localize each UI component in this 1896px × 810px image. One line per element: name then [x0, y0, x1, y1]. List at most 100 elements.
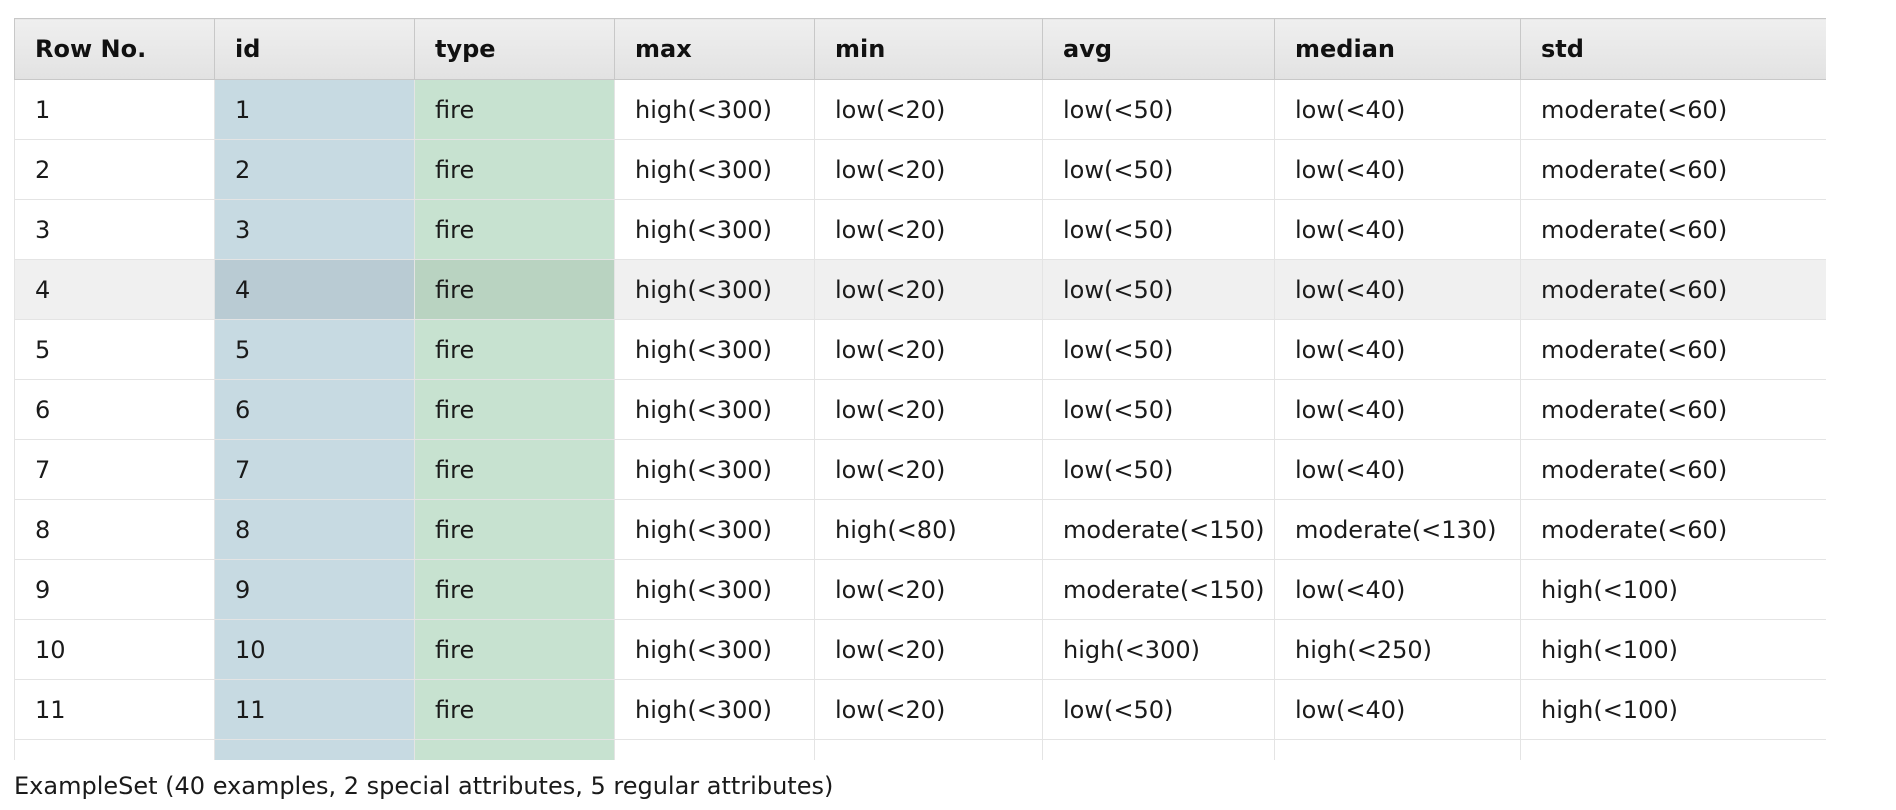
data-table-viewport[interactable]: Row No. id type max min avg median std 1…: [14, 18, 1826, 760]
cell-min[interactable]: low(<20): [814, 259, 1043, 320]
cell-std[interactable]: moderate(<60): [1520, 199, 1826, 260]
cell-max[interactable]: high(<300): [614, 79, 815, 140]
cell-std[interactable]: [1520, 739, 1826, 760]
cell-std[interactable]: moderate(<60): [1520, 379, 1826, 440]
cell-avg[interactable]: high(<300): [1042, 619, 1275, 680]
cell-id[interactable]: 1: [214, 79, 415, 140]
cell-std[interactable]: moderate(<60): [1520, 319, 1826, 380]
cell-max[interactable]: high(<300): [614, 679, 815, 740]
cell-std[interactable]: high(<100): [1520, 559, 1826, 620]
cell-median[interactable]: moderate(<130): [1274, 499, 1521, 560]
cell-min[interactable]: low(<20): [814, 559, 1043, 620]
cell-min[interactable]: low(<20): [814, 139, 1043, 200]
cell-min[interactable]: [814, 739, 1043, 760]
column-header-min[interactable]: min: [814, 18, 1043, 80]
cell-min[interactable]: low(<20): [814, 199, 1043, 260]
cell-type[interactable]: fire: [414, 679, 615, 740]
cell-max[interactable]: high(<300): [614, 439, 815, 500]
cell-row-no[interactable]: 7: [14, 439, 215, 500]
cell-avg[interactable]: moderate(<150): [1042, 559, 1275, 620]
column-header-id[interactable]: id: [214, 18, 415, 80]
cell-avg[interactable]: low(<50): [1042, 259, 1275, 320]
cell-median[interactable]: low(<40): [1274, 679, 1521, 740]
table-row[interactable]: 1 1 fire high(<300) low(<20) low(<50) low(<40)…: [14, 79, 1826, 140]
cell-max[interactable]: high(<300): [614, 499, 815, 560]
cell-type[interactable]: [414, 739, 615, 760]
cell-avg[interactable]: moderate(<150): [1042, 499, 1275, 560]
cell-median[interactable]: low(<40): [1274, 79, 1521, 140]
table-row[interactable]: 2 2 fire high(<300) low(<20) low(<50) low(<40)…: [14, 139, 1826, 200]
cell-type[interactable]: fire: [414, 559, 615, 620]
cell-std[interactable]: high(<100): [1520, 679, 1826, 740]
table-row-partial[interactable]: [14, 739, 1826, 760]
cell-type[interactable]: fire: [414, 439, 615, 500]
cell-row-no[interactable]: 11: [14, 679, 215, 740]
cell-row-no[interactable]: 4: [14, 259, 215, 320]
cell-row-no[interactable]: 5: [14, 319, 215, 380]
cell-avg[interactable]: low(<50): [1042, 439, 1275, 500]
cell-median[interactable]: low(<40): [1274, 439, 1521, 500]
cell-std[interactable]: moderate(<60): [1520, 439, 1826, 500]
cell-row-no[interactable]: 10: [14, 619, 215, 680]
cell-min[interactable]: low(<20): [814, 619, 1043, 680]
table-row[interactable]: 11 11 fire high(<300) low(<20) low(<50) low(<4…: [14, 679, 1826, 740]
cell-min[interactable]: low(<20): [814, 379, 1043, 440]
cell-id[interactable]: 5: [214, 319, 415, 380]
column-header-std[interactable]: std: [1520, 18, 1826, 80]
cell-max[interactable]: high(<300): [614, 139, 815, 200]
column-header-max[interactable]: max: [614, 18, 815, 80]
cell-id[interactable]: [214, 739, 415, 760]
cell-min[interactable]: low(<20): [814, 79, 1043, 140]
cell-id[interactable]: 3: [214, 199, 415, 260]
cell-avg[interactable]: low(<50): [1042, 319, 1275, 380]
cell-type[interactable]: fire: [414, 139, 615, 200]
cell-std[interactable]: moderate(<60): [1520, 499, 1826, 560]
cell-median[interactable]: low(<40): [1274, 259, 1521, 320]
cell-type[interactable]: fire: [414, 319, 615, 380]
cell-id[interactable]: 6: [214, 379, 415, 440]
cell-type[interactable]: fire: [414, 499, 615, 560]
cell-median[interactable]: low(<40): [1274, 139, 1521, 200]
cell-type[interactable]: fire: [414, 79, 615, 140]
table-row[interactable]: 10 10 fire high(<300) low(<20) high(<300) high…: [14, 619, 1826, 680]
cell-row-no[interactable]: 6: [14, 379, 215, 440]
column-header-row-no[interactable]: Row No.: [14, 18, 215, 80]
cell-type[interactable]: fire: [414, 259, 615, 320]
cell-id[interactable]: 9: [214, 559, 415, 620]
cell-max[interactable]: high(<300): [614, 619, 815, 680]
cell-avg[interactable]: low(<50): [1042, 139, 1275, 200]
cell-median[interactable]: low(<40): [1274, 559, 1521, 620]
cell-std[interactable]: moderate(<60): [1520, 139, 1826, 200]
cell-max[interactable]: [614, 739, 815, 760]
column-header-type[interactable]: type: [414, 18, 615, 80]
cell-std[interactable]: high(<100): [1520, 619, 1826, 680]
cell-avg[interactable]: low(<50): [1042, 379, 1275, 440]
cell-std[interactable]: moderate(<60): [1520, 259, 1826, 320]
cell-min[interactable]: high(<80): [814, 499, 1043, 560]
cell-id[interactable]: 10: [214, 619, 415, 680]
cell-min[interactable]: low(<20): [814, 679, 1043, 740]
cell-max[interactable]: high(<300): [614, 559, 815, 620]
cell-type[interactable]: fire: [414, 379, 615, 440]
cell-id[interactable]: 11: [214, 679, 415, 740]
cell-avg[interactable]: low(<50): [1042, 79, 1275, 140]
cell-row-no[interactable]: 2: [14, 139, 215, 200]
cell-max[interactable]: high(<300): [614, 259, 815, 320]
cell-avg[interactable]: low(<50): [1042, 679, 1275, 740]
cell-median[interactable]: low(<40): [1274, 319, 1521, 380]
cell-row-no[interactable]: 3: [14, 199, 215, 260]
cell-row-no[interactable]: [14, 739, 215, 760]
cell-id[interactable]: 7: [214, 439, 415, 500]
cell-max[interactable]: high(<300): [614, 319, 815, 380]
cell-avg[interactable]: [1042, 739, 1275, 760]
cell-min[interactable]: low(<20): [814, 439, 1043, 500]
cell-max[interactable]: high(<300): [614, 199, 815, 260]
column-header-median[interactable]: median: [1274, 18, 1521, 80]
column-header-avg[interactable]: avg: [1042, 18, 1275, 80]
cell-median[interactable]: low(<40): [1274, 379, 1521, 440]
cell-id[interactable]: 8: [214, 499, 415, 560]
cell-type[interactable]: fire: [414, 619, 615, 680]
table-row[interactable]: 7 7 fire high(<300) low(<20) low(<50) low(<40)…: [14, 439, 1826, 500]
cell-median[interactable]: low(<40): [1274, 199, 1521, 260]
cell-avg[interactable]: low(<50): [1042, 199, 1275, 260]
